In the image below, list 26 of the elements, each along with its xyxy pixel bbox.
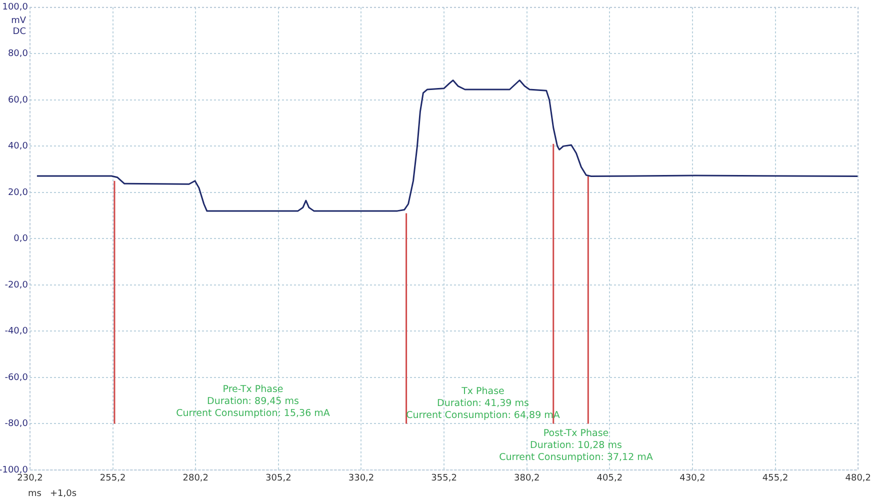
y-axis-title: mV DC	[11, 16, 27, 38]
x-tick-label: 280,2	[182, 474, 209, 484]
x-tick-label: 355,2	[431, 474, 457, 484]
y-tick-label: -80,0	[4, 419, 28, 430]
y-tick-label: -60,0	[4, 372, 28, 383]
x-tick-label: 455,2	[762, 474, 788, 484]
x-tick-label: 480,2	[845, 474, 871, 484]
y-tick-label: 0,0	[14, 234, 28, 244]
y-tick-label: 80,0	[8, 49, 28, 60]
y-tick-label: 100,0	[2, 2, 28, 13]
annotation: Post-Tx Phase Duration: 10,28 ms Current Consumption: 37,12 mA	[499, 428, 654, 464]
x-tick-label: 230,2	[17, 474, 43, 484]
x-tick-label: 255,2	[100, 474, 126, 484]
annotation: Pre-Tx Phase Duration: 89,45 ms Current Consumption: 15,36 mA	[176, 384, 330, 420]
text: +1,0s	[50, 488, 77, 499]
y-tick-label: 20,0	[8, 188, 28, 198]
y-tick-label: 40,0	[8, 142, 28, 152]
y-tick-label: 60,0	[8, 95, 28, 106]
x-tick-label: 305,2	[266, 474, 292, 484]
x-tick-label: 380,2	[514, 474, 540, 484]
x-tick-label: 330,2	[348, 474, 374, 484]
y-tick-label: -40,0	[4, 326, 28, 337]
x-axis-title: ms	[28, 488, 42, 499]
x-tick-label: 430,2	[680, 474, 706, 484]
y-tick-label: -20,0	[4, 280, 28, 290]
x-tick-label: 405,2	[596, 474, 623, 484]
